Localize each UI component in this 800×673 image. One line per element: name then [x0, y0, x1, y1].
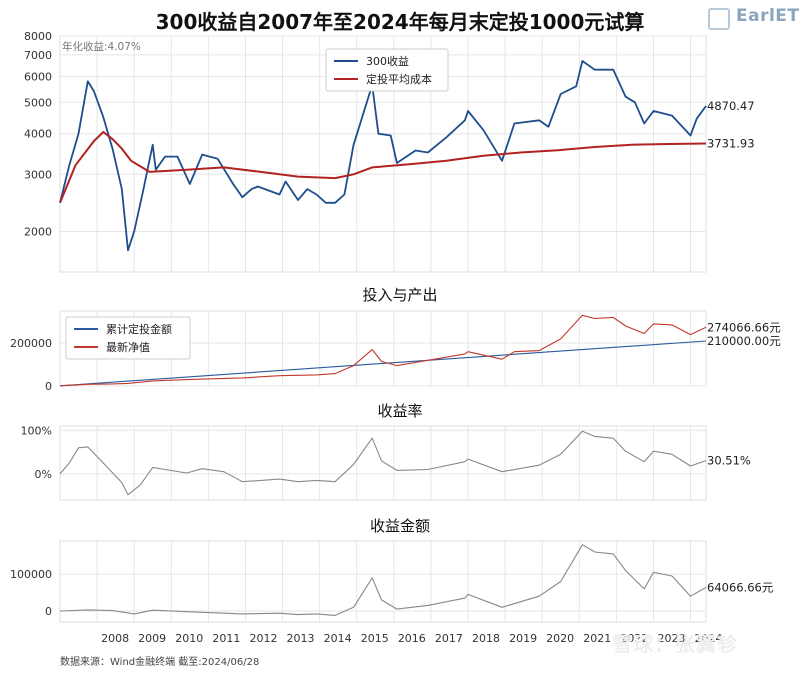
x-tick-label: 2019 — [509, 632, 537, 645]
y-tick-label: 3000 — [24, 168, 52, 181]
x-tick-label: 2016 — [398, 632, 426, 645]
earletf-logo: EarlETF — [708, 6, 800, 36]
x-tick-label: 2021 — [583, 632, 611, 645]
plot-area-2 — [59, 425, 707, 501]
panel-title-return-rate: 收益率 — [377, 402, 423, 420]
series-line-0-1 — [59, 131, 707, 204]
series-line-2-0 — [59, 430, 707, 496]
series-line-1-0 — [59, 340, 707, 387]
y-tick-label: 0 — [45, 605, 52, 618]
x-tick-label: 2012 — [249, 632, 277, 645]
x-tick-label: 2008 — [101, 632, 129, 645]
series-end-label: 30.51% — [707, 454, 751, 468]
logo-text: EarlETF — [736, 6, 800, 26]
legend-entry: 最新净值 — [106, 340, 150, 354]
y-tick-label: 7000 — [24, 49, 52, 62]
series-line-1-1 — [59, 314, 707, 387]
y-tick-label: 5000 — [24, 96, 52, 109]
y-tick-label: 8000 — [24, 30, 52, 43]
y-tick-label: 0 — [45, 380, 52, 393]
x-tick-label: 2014 — [324, 632, 352, 645]
x-tick-label: 2017 — [435, 632, 463, 645]
y-tick-label: 2000 — [24, 225, 52, 238]
x-tick-label: 2009 — [138, 632, 166, 645]
y-tick-label: 0% — [35, 468, 52, 481]
panel-title-invest-output: 投入与产出 — [362, 286, 438, 304]
x-tick-label: 2023 — [657, 632, 685, 645]
series-line-3-0 — [59, 544, 707, 616]
series-end-label: 274066.66元 — [707, 320, 781, 334]
y-tick-label: 200000 — [10, 337, 52, 350]
logo-mark-icon — [708, 8, 730, 30]
x-tick-label: 2020 — [546, 632, 574, 645]
x-tick-label: 2022 — [620, 632, 648, 645]
legend-entry: 定投平均成本 — [366, 72, 432, 86]
series-end-label: 64066.66元 — [707, 580, 774, 594]
x-tick-label: 2018 — [472, 632, 500, 645]
x-tick-label: 2010 — [175, 632, 203, 645]
annualized-return-annotation: 年化收益:4.07% — [62, 40, 141, 53]
series-end-label: 3731.93 — [707, 137, 755, 151]
legend-box — [325, 48, 449, 92]
y-tick-label: 4000 — [24, 128, 52, 141]
x-tick-label: 2024 — [695, 632, 723, 645]
watermark: 雪球：张翼轸 — [612, 632, 738, 656]
y-tick-label: 100% — [21, 424, 52, 437]
series-end-label: 210000.00元 — [707, 334, 781, 348]
panel-title-return-amount: 收益金额 — [369, 517, 430, 535]
y-tick-label: 6000 — [24, 71, 52, 84]
chart-title: 300收益自2007年至2024年每月末定投1000元试算 — [155, 10, 645, 34]
x-tick-label: 2011 — [212, 632, 240, 645]
series-end-label: 4870.47 — [707, 99, 755, 113]
y-tick-label: 100000 — [10, 568, 52, 581]
plot-area-3 — [59, 540, 707, 623]
legend-entry: 累计定投金额 — [106, 322, 172, 336]
legend-entry: 300收益 — [366, 54, 409, 68]
x-tick-label: 2013 — [287, 632, 315, 645]
data-source-note: 数据来源：Wind金融终端 截至:2024/06/28 — [60, 657, 260, 668]
series-line-0-0 — [59, 60, 707, 252]
x-tick-label: 2015 — [361, 632, 389, 645]
legend-box — [65, 316, 191, 360]
